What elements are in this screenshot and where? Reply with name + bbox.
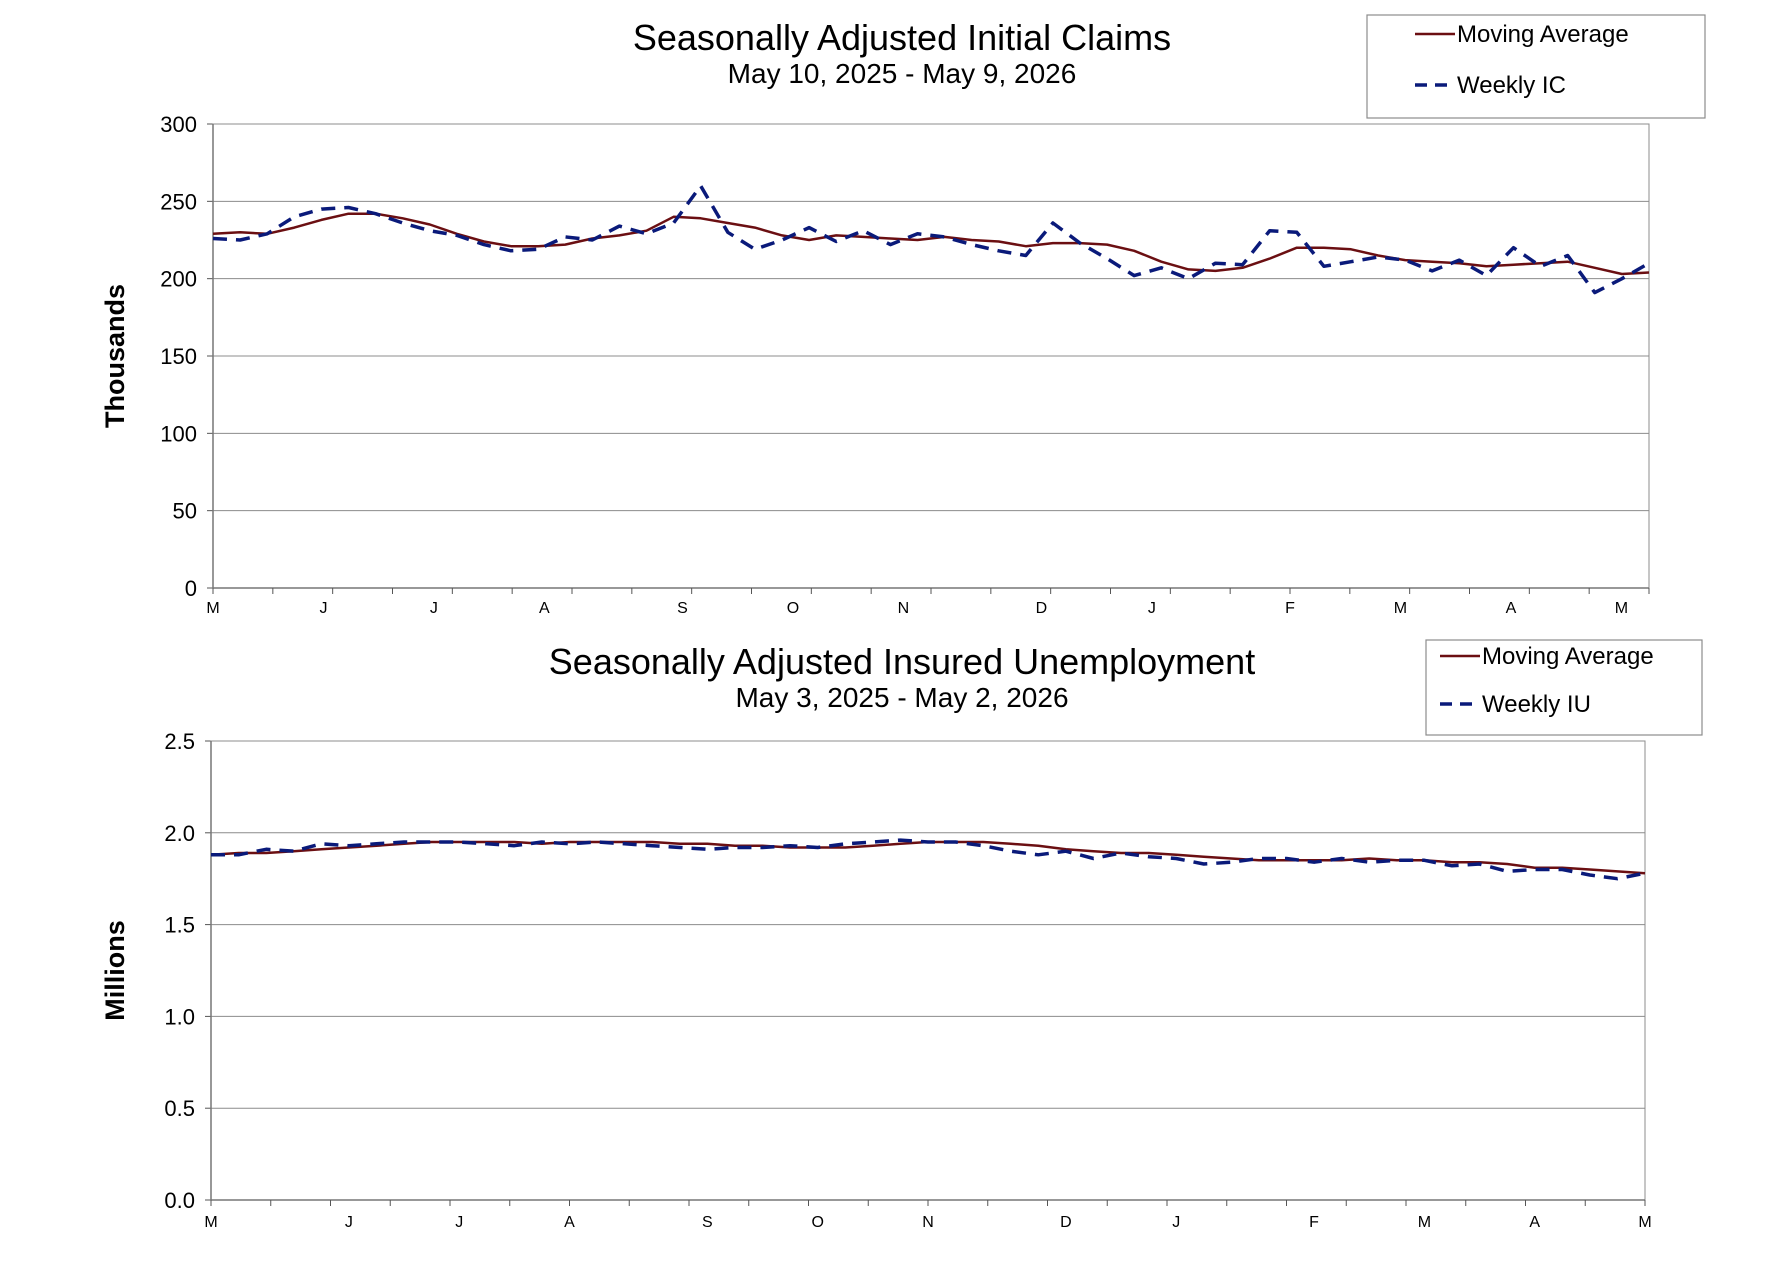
y-tick-label: 0.5 xyxy=(164,1096,195,1121)
y-tick-label: 1.5 xyxy=(164,913,195,938)
series-line-weekly xyxy=(211,838,1646,881)
x-tick-label: D xyxy=(1036,600,1048,617)
series-line-moving-average xyxy=(210,840,1646,875)
legend-label: Moving Average xyxy=(1457,21,1629,48)
x-tick-label: A xyxy=(1506,600,1517,617)
y-tick-label: 0.0 xyxy=(164,1188,195,1213)
x-tick-label: J xyxy=(319,600,327,617)
x-tick-label: M xyxy=(1615,600,1628,617)
x-tick-label: A xyxy=(1529,1214,1540,1231)
x-tick-label: M xyxy=(1418,1214,1431,1231)
y-tick-label: 2.5 xyxy=(164,729,195,754)
x-tick-label: O xyxy=(787,600,799,617)
chart-title: Seasonally Adjusted Insured Unemployment xyxy=(549,641,1255,682)
chart-subtitle: May 3, 2025 - May 2, 2026 xyxy=(735,682,1068,713)
series-line-weekly xyxy=(212,184,1650,295)
y-axis-label: Thousands xyxy=(100,284,130,428)
chart-2: Seasonally Adjusted Insured Unemployment… xyxy=(100,639,1703,1231)
legend-box xyxy=(1366,14,1706,119)
y-tick-label: 300 xyxy=(160,112,197,137)
plot-frame xyxy=(210,740,1646,1201)
x-tick-label: J xyxy=(430,600,438,617)
y-tick-label: 150 xyxy=(160,344,197,369)
y-tick-label: 2.0 xyxy=(164,821,195,846)
y-tick-label: 0 xyxy=(185,576,197,601)
x-tick-label: N xyxy=(922,1214,934,1231)
y-tick-label: 1.0 xyxy=(164,1004,195,1029)
x-tick-label: N xyxy=(898,600,910,617)
legend-label: Moving Average xyxy=(1482,643,1654,670)
y-axis-label: Millions xyxy=(100,920,130,1021)
series-line-moving-average xyxy=(212,212,1650,276)
chart-title: Seasonally Adjusted Initial Claims xyxy=(633,17,1171,58)
y-tick-label: 200 xyxy=(160,267,197,292)
x-tick-label: D xyxy=(1060,1214,1072,1231)
x-tick-label: S xyxy=(677,600,688,617)
x-tick-label: A xyxy=(539,600,550,617)
x-tick-label: A xyxy=(564,1214,575,1231)
x-tick-label: J xyxy=(455,1214,463,1231)
y-tick-label: 250 xyxy=(160,189,197,214)
chart-subtitle: May 10, 2025 - May 9, 2026 xyxy=(728,58,1077,89)
x-tick-label: O xyxy=(811,1214,823,1231)
y-tick-label: 50 xyxy=(173,499,197,524)
x-tick-label: J xyxy=(1172,1214,1180,1231)
x-tick-label: F xyxy=(1285,600,1295,617)
x-tick-label: M xyxy=(206,600,219,617)
y-tick-label: 100 xyxy=(160,421,197,446)
x-tick-label: J xyxy=(1148,600,1156,617)
legend-label: Weekly IU xyxy=(1482,691,1591,718)
x-tick-label: S xyxy=(702,1214,713,1231)
x-tick-label: M xyxy=(1394,600,1407,617)
x-tick-label: F xyxy=(1309,1214,1319,1231)
x-tick-label: M xyxy=(204,1214,217,1231)
x-tick-label: J xyxy=(345,1214,353,1231)
x-tick-label: M xyxy=(1638,1214,1651,1231)
legend-label: Weekly IC xyxy=(1457,72,1566,99)
